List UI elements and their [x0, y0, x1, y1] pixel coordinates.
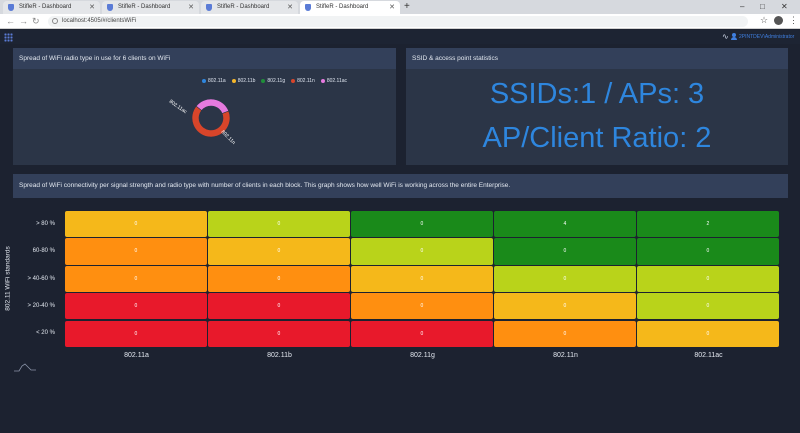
user-icon: [731, 33, 737, 40]
heatmap-cell[interactable]: 0: [637, 238, 779, 265]
tab-title: StifleR - Dashboard: [316, 4, 369, 10]
heatmap-cell[interactable]: 0: [208, 238, 350, 265]
heatmap-cell[interactable]: 0: [494, 265, 636, 292]
site-info-icon[interactable]: [52, 18, 58, 24]
panel-title: Spread of WiFi radio type in use for 6 c…: [13, 48, 396, 69]
heatmap-cell[interactable]: 0: [351, 293, 493, 320]
legend-dot-icon: [291, 79, 296, 83]
stifler-favicon-icon: [305, 4, 311, 11]
forward-icon[interactable]: →: [19, 16, 28, 26]
heatmap-cell[interactable]: 0: [208, 265, 350, 292]
donut-slice[interactable]: [191, 105, 231, 138]
heatmap-row-label: > 20-40 %: [27, 302, 55, 309]
browser-tab[interactable]: StifleR - Dashboard ✕: [3, 1, 100, 14]
ssid-ap-count: SSIDs:1 / APs: 3: [489, 78, 705, 110]
legend-label: 802.11b: [237, 78, 256, 84]
profile-avatar[interactable]: [774, 16, 783, 25]
heatmap-cell[interactable]: 0: [351, 211, 493, 238]
close-tab-icon[interactable]: ✕: [89, 4, 95, 11]
close-tab-icon[interactable]: ✕: [188, 4, 194, 11]
heatmap-row-label: < 20 %: [36, 330, 55, 337]
user-name[interactable]: 2PINTDEV\Administrator: [739, 34, 795, 40]
address-bar: ← → ↻ localhost:4505/#/clientsWiFi ☆ ⋮: [0, 14, 800, 29]
heatmap-cell[interactable]: 0: [351, 265, 493, 292]
legend-item[interactable]: 802.11n: [291, 78, 315, 84]
ap-client-ratio: AP/Client Ratio: 2: [482, 122, 712, 154]
stifler-favicon-icon: [206, 4, 212, 11]
app-header: ∿ 2PINTDEV\Administrator: [0, 30, 800, 44]
legend-dot-icon: [261, 79, 266, 83]
radio-type-donut-chart: 802.11ac 802.11n: [168, 99, 237, 146]
browser-tab-strip: StifleR - Dashboard ✕ StifleR - Dashboar…: [0, 0, 800, 14]
legend-label: 802.11ac: [326, 78, 348, 84]
bookmark-star-icon[interactable]: ☆: [760, 15, 769, 25]
heatmap-column-label: 802.11ac: [694, 352, 723, 359]
heatmap-cell[interactable]: 0: [65, 265, 207, 292]
minimize-button[interactable]: –: [740, 2, 745, 11]
stifler-favicon-icon: [107, 4, 113, 11]
tab-title: StifleR - Dashboard: [217, 4, 270, 10]
donut-legend: 802.11a 802.11b 802.11g 802.11n 802.11ac: [202, 78, 347, 84]
heatmap-cell[interactable]: 0: [494, 238, 636, 265]
donut-label-n: 802.11n: [220, 129, 237, 146]
heatmap-cell[interactable]: 4: [494, 211, 636, 238]
heatmap-row-label: > 40-60 %: [27, 275, 55, 282]
heatmap-cell[interactable]: 2: [637, 211, 779, 238]
close-window-button[interactable]: ✕: [781, 2, 788, 11]
url-input[interactable]: localhost:4505/#/clientsWiFi: [48, 16, 748, 27]
new-tab-button[interactable]: +: [404, 1, 410, 12]
back-icon[interactable]: ←: [6, 16, 15, 26]
heatmap-cell[interactable]: 0: [65, 211, 207, 238]
heatmap-cell[interactable]: 0: [637, 293, 779, 320]
reload-icon[interactable]: ↻: [32, 16, 40, 26]
heatmap-cell[interactable]: 0: [208, 293, 350, 320]
close-tab-icon[interactable]: ✕: [389, 4, 395, 11]
heatmap-title: Spread of WiFi connectivity per signal s…: [13, 174, 788, 198]
heatmap-column-label: 802.11b: [267, 352, 292, 359]
heatmap-cell[interactable]: 0: [637, 320, 779, 347]
heatmap-row-label: > 80 %: [36, 220, 55, 227]
legend-label: 802.11g: [267, 78, 286, 84]
heatmap-cell[interactable]: 0: [65, 293, 207, 320]
heatmap-cell[interactable]: 0: [494, 320, 636, 347]
heatmap-cell[interactable]: 0: [65, 320, 207, 347]
heatmap-column-label: 802.11g: [410, 352, 435, 359]
panel-title: SSID & access point statistics: [406, 48, 788, 69]
legend-label: 802.11a: [208, 78, 226, 84]
heatmap-cell[interactable]: 0: [494, 293, 636, 320]
donut-label-ac: 802.11ac: [168, 99, 188, 116]
legend-label: 802.11n: [297, 78, 315, 84]
stifler-favicon-icon: [8, 4, 14, 11]
heatmap-cell[interactable]: 0: [351, 320, 493, 347]
legend-item[interactable]: 802.11a: [202, 78, 226, 84]
heatmap-cell[interactable]: 0: [65, 238, 207, 265]
signal-wave-icon: [14, 363, 36, 372]
heatmap-cell[interactable]: 0: [208, 211, 350, 238]
legend-dot-icon: [320, 79, 325, 83]
heatmap-column-label: 802.11n: [553, 352, 578, 359]
activity-pulse-icon[interactable]: ∿: [722, 32, 729, 41]
tab-title: StifleR - Dashboard: [19, 4, 72, 10]
browser-tab-active[interactable]: StifleR - Dashboard ✕: [300, 1, 400, 14]
heatmap-cell[interactable]: 0: [637, 265, 779, 292]
url-text: localhost:4505/#/clientsWiFi: [62, 18, 137, 24]
legend-item[interactable]: 802.11b: [231, 78, 256, 84]
tab-title: StifleR - Dashboard: [118, 4, 171, 10]
ssid-stats-panel: SSID & access point statistics SSIDs:1 /…: [406, 48, 788, 165]
app-grid-icon[interactable]: [4, 33, 13, 42]
heatmap-cell[interactable]: 0: [351, 238, 493, 265]
browser-tab[interactable]: StifleR - Dashboard ✕: [201, 1, 298, 14]
heatmap-column-label: 802.11a: [124, 352, 149, 359]
maximize-button[interactable]: □: [760, 2, 765, 11]
close-tab-icon[interactable]: ✕: [287, 4, 293, 11]
browser-menu-icon[interactable]: ⋮: [789, 15, 798, 25]
legend-item[interactable]: 802.11ac: [320, 78, 348, 84]
heatmap-row-label: 60-80 %: [32, 248, 55, 255]
legend-dot-icon: [231, 79, 236, 83]
heatmap-cell[interactable]: 0: [208, 320, 350, 347]
radio-type-panel: Spread of WiFi radio type in use for 6 c…: [13, 48, 396, 165]
browser-tab[interactable]: StifleR - Dashboard ✕: [102, 1, 199, 14]
legend-item[interactable]: 802.11g: [261, 78, 285, 84]
legend-dot-icon: [202, 79, 206, 83]
